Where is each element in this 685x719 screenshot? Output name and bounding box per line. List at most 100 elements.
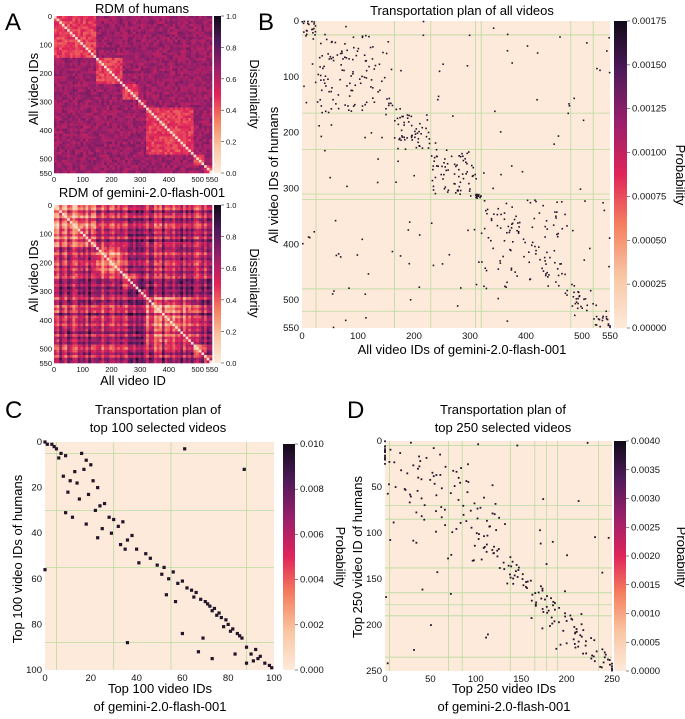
heatmap-cell — [104, 42, 107, 46]
heatmap-cell — [82, 136, 86, 140]
heatmap-cell — [125, 244, 129, 248]
heatmap-cell — [93, 68, 97, 72]
heatmap-cell — [114, 228, 118, 232]
heatmap-cell — [96, 141, 100, 145]
heatmap-cell — [56, 21, 60, 25]
heatmap-cell — [167, 212, 171, 216]
heatmap-cell — [93, 128, 97, 132]
heatmap-cell — [80, 210, 84, 214]
heatmap-cell — [80, 110, 84, 114]
heatmap-cell — [85, 57, 89, 61]
heatmap-cell — [146, 84, 150, 87]
heatmap-cell — [54, 65, 57, 69]
heatmap-cell — [146, 157, 150, 161]
heatmap-cell — [96, 76, 100, 80]
heatmap-cell — [127, 249, 131, 253]
heatmap-cell — [201, 205, 205, 208]
heatmap-cell — [56, 120, 60, 124]
heatmap-cell — [151, 102, 155, 106]
heatmap-cell — [183, 247, 186, 251]
heatmap-cell — [169, 47, 173, 51]
heatmap-cell — [135, 239, 139, 243]
heatmap-cell — [90, 68, 94, 72]
heatmap-cell — [82, 81, 86, 85]
heatmap-cell — [130, 21, 134, 25]
heatmap-cell — [119, 60, 123, 64]
heatmap-cell — [64, 233, 68, 237]
heatmap-cell — [125, 44, 129, 48]
heatmap-cell — [85, 210, 89, 214]
heatmap-cell — [67, 146, 71, 150]
heatmap-cell — [209, 91, 213, 95]
heatmap-cell — [119, 249, 123, 253]
heatmap-cell — [193, 70, 197, 74]
heatmap-cell — [127, 215, 131, 219]
heatmap-cell — [167, 112, 171, 116]
heatmap-cell — [190, 149, 194, 153]
heatmap-cell — [196, 255, 200, 258]
heatmap-cell — [61, 159, 65, 163]
heatmap-cell — [148, 223, 152, 227]
heatmap-cell — [201, 76, 205, 80]
heatmap-cell — [119, 244, 123, 248]
heatmap-cell — [127, 228, 131, 232]
heatmap-cell — [167, 128, 171, 132]
heatmap-cell — [151, 57, 155, 61]
heatmap-cell — [130, 226, 134, 229]
heatmap-cell — [198, 94, 202, 98]
heatmap-cell — [72, 149, 76, 153]
heatmap-cell — [146, 52, 150, 56]
heatmap-cell — [180, 76, 184, 80]
heatmap-cell — [209, 84, 213, 87]
heatmap-cell — [188, 257, 192, 261]
heatmap-cell — [98, 159, 102, 163]
heatmap-cell — [201, 226, 205, 229]
heatmap-cell — [172, 42, 176, 46]
heatmap-cell — [167, 228, 171, 232]
heatmap-cell — [119, 89, 123, 93]
heatmap-cell — [109, 207, 113, 211]
heatmap-cell — [82, 76, 86, 80]
heatmap-cell — [75, 94, 78, 98]
heatmap-cell — [151, 247, 155, 251]
heatmap-cell — [175, 205, 179, 208]
heatmap-cell — [133, 26, 136, 30]
heatmap-cell — [164, 215, 168, 219]
heatmap-cell — [204, 154, 208, 158]
heatmap-cell — [138, 84, 142, 87]
heatmap-cell — [98, 104, 102, 108]
heatmap-cell — [109, 23, 113, 27]
heatmap-cell — [88, 47, 92, 51]
heatmap-cell — [175, 31, 179, 35]
heatmap-cell — [193, 223, 197, 227]
heatmap-cell — [169, 34, 173, 38]
heatmap-cell — [161, 26, 165, 30]
heatmap-cell — [122, 207, 126, 211]
heatmap-cell — [156, 136, 160, 140]
heatmap-cell — [85, 55, 89, 59]
heatmap-cell — [88, 207, 92, 211]
heatmap-cell — [130, 260, 134, 264]
heatmap-cell — [198, 228, 202, 232]
heatmap-cell — [169, 220, 173, 224]
heatmap-cell — [172, 70, 176, 74]
heatmap-cell — [198, 255, 202, 258]
heatmap-cell — [183, 218, 186, 222]
heatmap-cell — [177, 244, 181, 248]
heatmap-cell — [156, 165, 160, 169]
heatmap-cell — [85, 231, 89, 235]
heatmap-cell — [177, 215, 181, 219]
heatmap-cell — [175, 65, 179, 69]
heatmap-cell — [209, 120, 213, 124]
heatmap-cell — [96, 42, 100, 46]
heatmap-cell — [164, 29, 168, 32]
heatmap-cell — [80, 165, 84, 169]
heatmap-cell — [106, 162, 110, 166]
heatmap-cell — [109, 104, 113, 108]
heatmap-cell — [209, 81, 213, 85]
heatmap-cell — [193, 210, 197, 214]
heatmap-cell — [114, 110, 118, 114]
heatmap-cell — [111, 78, 115, 82]
heatmap-cell — [193, 86, 197, 90]
heatmap-cell — [101, 31, 105, 35]
